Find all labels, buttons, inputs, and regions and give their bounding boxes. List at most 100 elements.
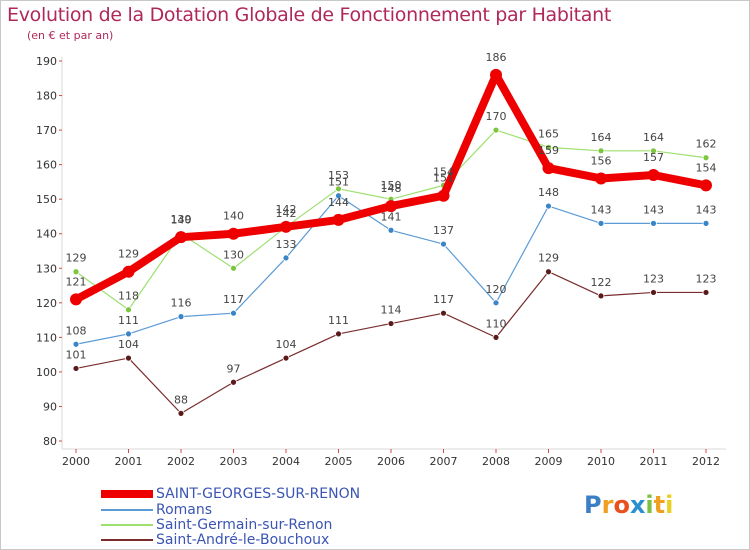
data-point-romans [230, 309, 237, 317]
data-label-romans: 151 [328, 176, 349, 189]
logo-letter: P [584, 491, 602, 519]
data-label-saint-georges-sur-renon: 140 [223, 210, 244, 223]
data-label-saint-germain-sur-renon: 154 [433, 165, 454, 178]
data-label-romans: 108 [66, 324, 87, 337]
data-label-saint-georges-sur-renon: 157 [643, 151, 664, 164]
x-tick-label: 2003 [220, 455, 248, 468]
data-point-saint-georges-sur-renon [332, 213, 345, 226]
data-point-saint-georges-sur-renon [595, 172, 607, 185]
data-label-saint-georges-sur-renon: 142 [276, 203, 297, 216]
y-tick-label: 110 [36, 331, 57, 344]
data-label-romans: 117 [223, 293, 244, 306]
chart-title: Evolution de la Dotation Globale de Fonc… [7, 4, 612, 26]
data-label-saint-georges-sur-renon: 151 [433, 172, 454, 185]
data-point-saint-georges-sur-renon [700, 179, 712, 192]
data-point-saint-germain-sur-renon [72, 268, 80, 276]
data-point-saint-andre-le-bouchoux [597, 292, 605, 300]
data-label-saint-georges-sur-renon: 159 [538, 144, 559, 157]
x-tick-label: 2006 [377, 455, 405, 468]
x-tick-label: 2004 [272, 455, 300, 468]
legend-swatch-saint-georges-sur-renon [101, 490, 153, 498]
data-point-saint-germain-sur-renon [597, 147, 605, 155]
data-point-saint-georges-sur-renon [490, 68, 502, 81]
data-label-saint-andre-le-bouchoux: 101 [66, 348, 87, 361]
data-label-saint-germain-sur-renon: 150 [381, 179, 402, 192]
legend-swatch-romans [101, 509, 153, 511]
logo-letter: o [613, 491, 630, 519]
y-tick-label: 100 [36, 366, 57, 379]
y-tick-label: 190 [36, 55, 57, 68]
data-label-romans: 137 [433, 224, 454, 237]
y-tick-label: 180 [36, 90, 57, 103]
data-point-saint-georges-sur-renon [542, 162, 555, 175]
x-tick-label: 2001 [115, 455, 143, 468]
data-label-romans: 148 [538, 186, 559, 199]
data-point-saint-andre-le-bouchoux [545, 268, 552, 276]
logo-letter: x [629, 491, 646, 519]
data-label-romans: 120 [486, 283, 507, 296]
x-tick-label: 2002 [167, 455, 195, 468]
y-tick-label: 120 [36, 297, 57, 310]
data-point-saint-georges-sur-renon [122, 265, 135, 278]
data-point-romans [72, 340, 80, 348]
legend-swatch-saint-andre-le-bouchoux [101, 539, 153, 541]
data-point-saint-georges-sur-renon [647, 169, 660, 181]
data-label-romans: 141 [381, 210, 402, 223]
data-point-saint-andre-le-bouchoux [72, 365, 80, 372]
y-tick-label: 90 [43, 400, 57, 413]
data-label-saint-georges-sur-renon: 186 [486, 51, 507, 64]
data-point-romans [387, 226, 395, 234]
data-label-saint-georges-sur-renon: 154 [696, 161, 717, 174]
series-line-saint-andre-le-bouchoux [75, 271, 707, 414]
data-point-saint-andre-le-bouchoux [387, 320, 395, 327]
data-point-saint-georges-sur-renon [227, 227, 240, 240]
data-label-saint-georges-sur-renon: 129 [118, 248, 139, 261]
logo-letter: t [653, 491, 666, 519]
data-label-saint-georges-sur-renon: 144 [328, 196, 349, 209]
data-label-saint-andre-le-bouchoux: 123 [643, 272, 664, 285]
data-point-romans [650, 219, 657, 227]
data-point-saint-germain-sur-renon [125, 306, 132, 314]
logo-letter: i [645, 491, 654, 519]
data-label-saint-georges-sur-renon: 156 [591, 154, 612, 167]
data-label-saint-germain-sur-renon: 142 [276, 207, 297, 220]
data-label-saint-germain-sur-renon: 140 [171, 214, 192, 227]
data-point-saint-germain-sur-renon [335, 185, 342, 193]
x-tick-label: 2007 [430, 455, 458, 468]
data-point-romans [545, 202, 552, 210]
data-label-saint-andre-le-bouchoux: 104 [276, 338, 297, 351]
data-point-romans [282, 254, 290, 262]
data-point-saint-georges-sur-renon [385, 200, 397, 213]
data-point-saint-andre-le-bouchoux [282, 354, 290, 362]
data-point-saint-germain-sur-renon [702, 154, 710, 162]
data-label-saint-andre-le-bouchoux: 104 [118, 338, 139, 351]
data-label-romans: 133 [276, 238, 297, 251]
data-label-saint-germain-sur-renon: 129 [66, 252, 87, 265]
x-tick-label: 2008 [482, 455, 510, 468]
data-point-saint-germain-sur-renon [545, 143, 552, 151]
x-tick-label: 2012 [692, 455, 720, 468]
proxiti-logo: Proxiti [584, 491, 673, 519]
data-point-romans [335, 192, 342, 200]
legend-label-saint-germain-sur-renon: Saint-Germain-sur-Renon [156, 517, 333, 533]
data-label-saint-germain-sur-renon: 153 [328, 169, 349, 182]
data-label-saint-andre-le-bouchoux: 97 [227, 362, 241, 375]
data-point-saint-germain-sur-renon [650, 147, 657, 155]
data-point-saint-andre-le-bouchoux [440, 309, 447, 317]
data-label-saint-germain-sur-renon: 164 [643, 131, 664, 144]
data-point-romans [177, 313, 185, 321]
data-point-saint-andre-le-bouchoux [177, 409, 185, 417]
y-tick-label: 80 [43, 435, 57, 448]
x-tick-label: 2011 [640, 455, 668, 468]
data-label-romans: 143 [643, 203, 664, 216]
data-point-romans [125, 330, 132, 338]
data-label-saint-andre-le-bouchoux: 88 [174, 393, 188, 406]
data-point-saint-georges-sur-renon [175, 231, 187, 244]
x-tick-label: 2000 [62, 455, 90, 468]
y-tick-label: 130 [36, 262, 57, 275]
logo-letter: r [601, 491, 614, 519]
legend-swatch-saint-germain-sur-renon [101, 524, 153, 526]
data-label-saint-germain-sur-renon: 162 [696, 138, 717, 151]
data-point-saint-georges-sur-renon [70, 293, 82, 306]
data-label-saint-andre-le-bouchoux: 129 [538, 252, 559, 265]
